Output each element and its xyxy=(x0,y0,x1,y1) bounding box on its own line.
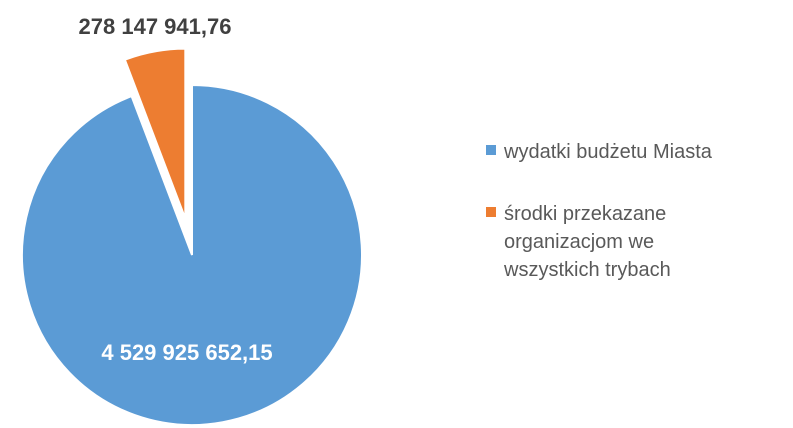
legend-swatch xyxy=(486,207,496,217)
pie-slice xyxy=(21,83,363,426)
legend-item: wydatki budżetu Miasta xyxy=(486,138,776,166)
legend-item: środki przekazane organizacjom we wszyst… xyxy=(486,200,776,284)
legend-label: środki przekazane organizacjom we wszyst… xyxy=(504,203,671,281)
data-label: 278 147 941,76 xyxy=(79,14,232,39)
pie-slice xyxy=(123,47,187,219)
legend: wydatki budżetu Miasta środki przekazane … xyxy=(486,138,776,318)
data-label: 4 529 925 652,15 xyxy=(101,340,272,365)
legend-label: wydatki budżetu Miasta xyxy=(504,141,712,163)
legend-swatch xyxy=(486,145,496,155)
